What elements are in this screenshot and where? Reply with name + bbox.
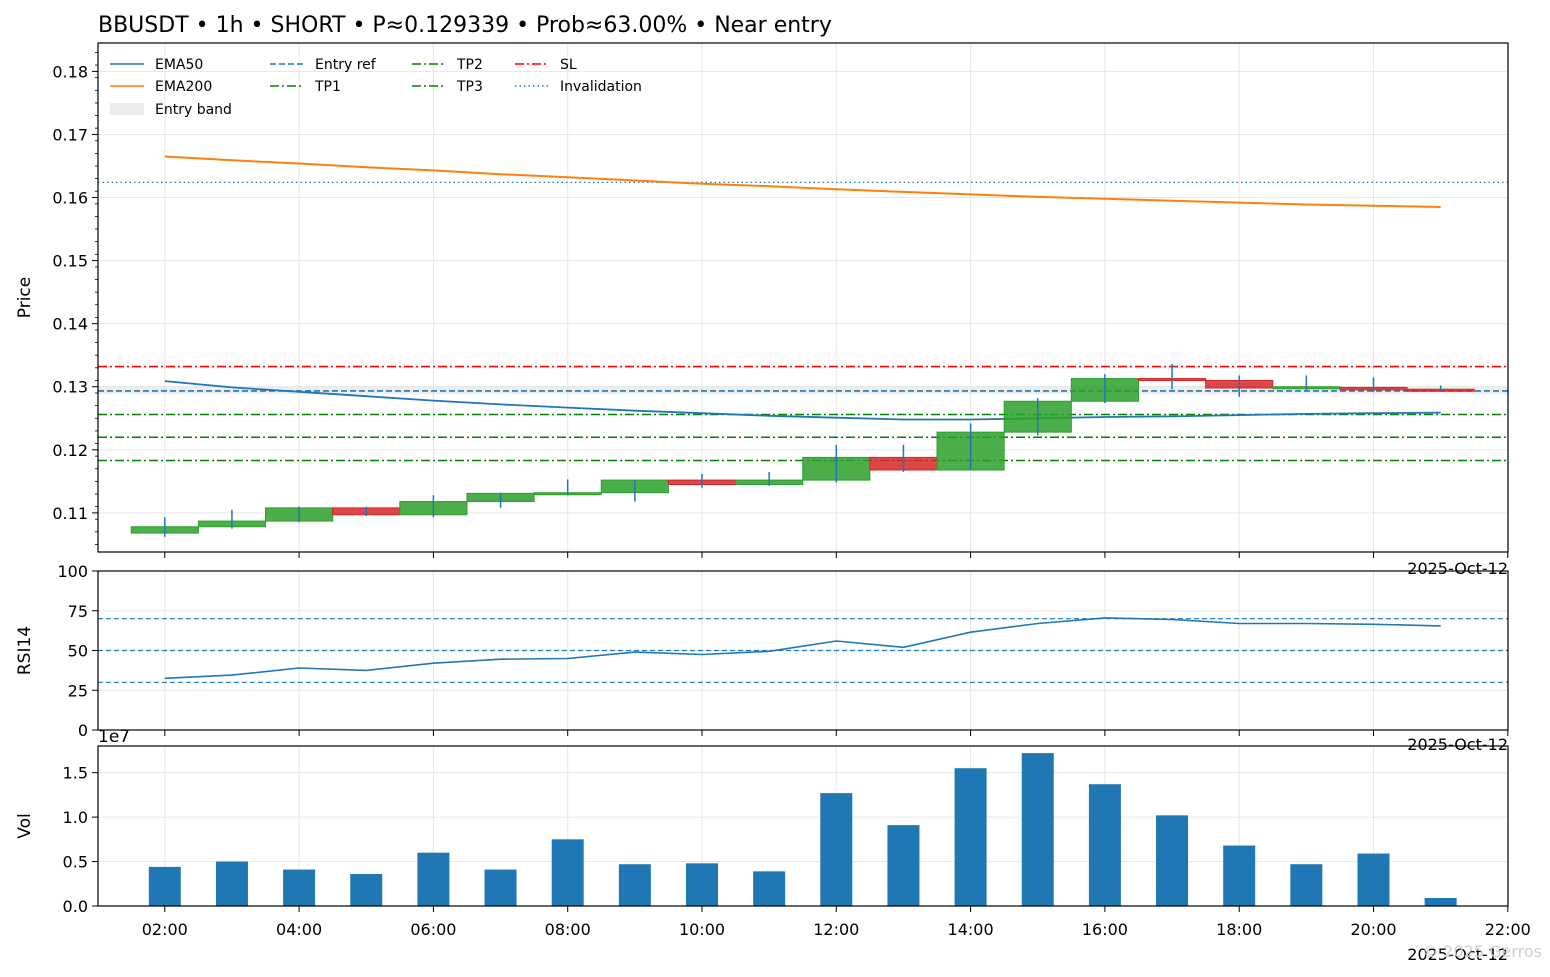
volume-bar <box>1424 898 1457 906</box>
x-tick-label: 04:00 <box>276 920 322 939</box>
volume-bar <box>820 793 853 906</box>
volume-bar <box>1357 853 1390 906</box>
volume-bar <box>887 825 920 906</box>
x-tick-label: 18:00 <box>1216 920 1262 939</box>
x-tick-label: 10:00 <box>679 920 725 939</box>
rsi-line <box>164 617 1441 680</box>
legend-label-inval: Invalidation <box>560 79 642 95</box>
volume-bar <box>1088 784 1121 906</box>
volume-panel: 0.0 0.5 1.0 1.5 Vol 1e7 02:00 04:00 06:00 08:00 10… <box>15 727 1531 964</box>
legend-label-tp1: TP1 <box>314 79 341 95</box>
legend-label-tp3: TP3 <box>456 79 483 95</box>
volume-bar <box>1290 864 1323 906</box>
rsi-panel: 0 25 50 75 100 RSI14 2025-Oct-12 <box>15 562 1509 754</box>
volume-bar <box>618 864 651 906</box>
volume-bar <box>215 861 248 906</box>
price-ytick-label: 0.16 <box>52 189 88 208</box>
legend-label-band: Entry band <box>155 102 232 118</box>
price-ytick-label: 0.17 <box>52 125 88 144</box>
x-tick-label: 14:00 <box>948 920 994 939</box>
vol-ytick-label: 0.5 <box>63 853 88 872</box>
x-tick-label: 06:00 <box>410 920 456 939</box>
volume-scale-label: 1e7 <box>98 727 130 747</box>
x-tick-label: 22:00 <box>1485 920 1531 939</box>
price-ytick-label: 0.13 <box>52 378 88 397</box>
volume-bar <box>148 866 181 906</box>
x-tick-label: 20:00 <box>1350 920 1396 939</box>
price-ytick-label: 0.12 <box>52 441 88 460</box>
volume-bar <box>417 852 450 906</box>
chart-title: BBUSDT • 1h • SHORT • P≈0.129339 • Prob≈… <box>98 13 832 38</box>
price-ytick-label: 0.18 <box>52 62 88 81</box>
vol-ytick-label: 0.0 <box>63 897 88 916</box>
volume-bar <box>350 874 383 906</box>
volume-bar <box>954 768 987 906</box>
volume-bar <box>283 869 316 906</box>
rsi-ytick-label: 25 <box>68 681 88 700</box>
vol-frame <box>97 745 1509 907</box>
rsi-date-label: 2025-Oct-12 <box>1407 735 1508 754</box>
rsi-ytick-label: 0 <box>78 721 88 740</box>
ema50-line <box>164 380 1441 421</box>
x-tick-label: 16:00 <box>1082 920 1128 939</box>
volume-bar <box>753 871 786 906</box>
volume-bar <box>1223 845 1256 906</box>
vol-ytick-label: 1.5 <box>63 764 88 783</box>
watermark: © 2025 Gerros <box>1422 942 1542 961</box>
volume-bar <box>484 869 517 906</box>
legend-swatch-band <box>110 103 144 115</box>
price-ytick-label: 0.15 <box>52 252 88 271</box>
x-tick-label: 08:00 <box>545 920 591 939</box>
rsi-ytick-label: 100 <box>57 562 88 581</box>
price-frame <box>97 42 1509 553</box>
legend-label-entry: Entry ref <box>315 57 377 73</box>
volume-bar <box>686 863 718 906</box>
legend-label-sl: SL <box>560 57 577 73</box>
price-panel: 0.11 0.12 0.13 0.14 0.15 0.16 0.17 0.18 Price 202… <box>15 42 1509 578</box>
vol-ytick-label: 1.0 <box>63 808 88 827</box>
ema200-line <box>164 155 1441 208</box>
legend-label-ema200: EMA200 <box>155 79 212 95</box>
rsi-ytick-label: 50 <box>68 642 88 661</box>
price-date-label: 2025-Oct-12 <box>1407 559 1508 578</box>
price-ytick-label: 0.11 <box>52 504 88 523</box>
vol-ylabel: Vol <box>15 813 35 838</box>
x-tick-label: 02:00 <box>142 920 188 939</box>
rsi-ylabel: RSI14 <box>15 626 35 675</box>
x-tick-label: 12:00 <box>813 920 859 939</box>
volume-bar <box>551 839 584 906</box>
legend-label-ema50: EMA50 <box>155 57 203 73</box>
price-ylabel: Price <box>15 277 35 318</box>
rsi-ytick-label: 75 <box>68 602 88 621</box>
volume-bar <box>1021 753 1054 906</box>
legend-label-tp2: TP2 <box>456 57 483 73</box>
volume-date-label: 2025-Oct-12 <box>1407 945 1508 964</box>
volume-bar <box>1156 815 1189 906</box>
price-ytick-label: 0.14 <box>52 315 88 334</box>
